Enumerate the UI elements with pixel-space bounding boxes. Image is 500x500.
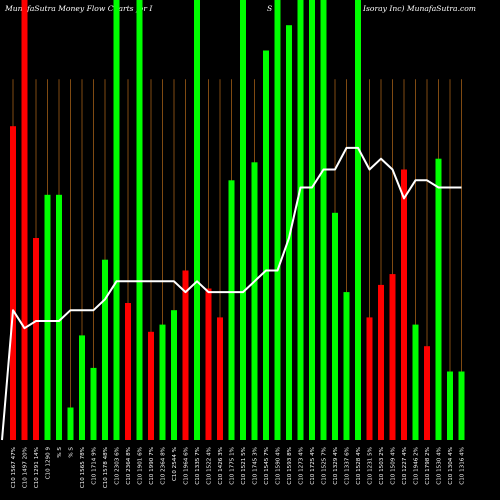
money-flow-bar	[102, 259, 108, 440]
x-axis-label: C10 1567 47%	[11, 447, 17, 488]
money-flow-bar	[205, 288, 212, 440]
x-axis-label: C10 1497 20%	[23, 447, 29, 488]
x-axis-label: C10 1530 4%	[437, 447, 443, 485]
x-axis-label: C10 1565 78%	[80, 447, 86, 488]
x-axis-label: C10 1426 3%	[218, 447, 224, 485]
x-axis-label: C10 1290 9	[46, 447, 52, 480]
money-flow-bar	[378, 284, 384, 440]
chart-title: MunafaSutra Money Flow Charts for I S Is…	[4, 4, 476, 13]
x-axis-label: C10 1593 8%	[287, 447, 293, 485]
money-flow-bar	[435, 158, 442, 440]
money-flow-bar	[332, 212, 338, 440]
money-flow-bar	[125, 303, 131, 440]
x-axis-label: C10 1304 4%	[448, 447, 454, 485]
money-flow-bar	[263, 50, 269, 440]
money-flow-bar	[113, 0, 120, 440]
money-flow-bar	[412, 324, 419, 440]
money-flow-bar	[251, 162, 258, 441]
money-flow-bar	[447, 371, 453, 440]
x-axis-label: C10 1227 4%	[402, 447, 408, 485]
money-flow-bar	[240, 0, 246, 440]
title-middle: S	[267, 4, 272, 13]
x-axis-label: C10 2544 %	[172, 447, 178, 481]
money-flow-bar	[389, 274, 396, 440]
x-axis-label: % S	[69, 447, 75, 458]
x-axis-label: C10 1745 3%	[253, 447, 259, 485]
money-flow-bar	[182, 270, 189, 440]
money-flow-bar	[424, 346, 430, 440]
x-axis-label: C10 1525 7%	[322, 447, 328, 485]
money-flow-bar	[21, 0, 28, 440]
money-flow-bar	[67, 407, 74, 440]
money-flow-bar	[355, 0, 361, 440]
money-flow-bar	[286, 25, 292, 440]
x-axis-label: C10 1273 4%	[299, 447, 305, 485]
x-axis-label: C10 1337 6%	[345, 447, 351, 485]
money-flow-bar	[309, 0, 315, 440]
money-flow-bar	[79, 335, 85, 440]
x-axis-label: C10 2364 8%	[126, 447, 132, 485]
x-axis-label: C10 1329 4%	[333, 447, 339, 485]
money-flow-bar	[136, 0, 143, 440]
x-axis-label: C10 1545 7%	[264, 447, 270, 485]
money-flow-bar	[44, 194, 51, 440]
money-flow-bars	[10, 0, 465, 441]
x-axis-label: C10 1316 4%	[460, 447, 466, 485]
x-axis-label: C10 1725 4%	[310, 447, 316, 485]
x-axis-label: C10 1521 5%	[241, 447, 247, 485]
money-flow-bar	[401, 169, 407, 440]
money-flow-bar	[171, 310, 177, 440]
title-right: Isoray Inc) MunafaSutra.com	[362, 4, 476, 13]
money-flow-bar	[217, 317, 223, 440]
x-axis-label: C10 1798 2%	[425, 447, 431, 485]
x-axis-labels: C10 1567 47% C10 1497 20% C10 1291 14% C10 …	[11, 447, 466, 489]
money-flow-bar	[56, 194, 62, 440]
money-flow-bar	[228, 180, 235, 441]
x-axis-label: C10 1509 4%	[391, 447, 397, 485]
x-axis-label: C10 2303 6%	[115, 447, 121, 485]
x-axis-label: C10 1964 6%	[184, 447, 190, 485]
money-flow-bar	[10, 126, 16, 440]
x-axis-label: C10 1946 2%	[414, 447, 420, 485]
x-axis-label: C10 2364 8%	[161, 447, 167, 485]
x-axis-label: C10 1590 4%	[276, 447, 282, 485]
money-flow-bar	[458, 371, 465, 440]
x-axis-label: C10 1990 7%	[149, 447, 155, 485]
money-flow-bar	[194, 0, 200, 440]
x-axis-label: % S	[57, 447, 63, 458]
x-axis-label: C10 1714 9%	[92, 447, 98, 485]
money-flow-bar	[90, 367, 97, 440]
money-flow-bar	[274, 0, 281, 440]
money-flow-bar	[159, 324, 166, 440]
x-axis-label: C10 1291 14%	[34, 447, 40, 488]
money-flow-bar	[366, 317, 373, 440]
money-flow-bar	[297, 0, 304, 440]
x-axis-label: C10 1231 5%	[368, 447, 374, 485]
x-axis-label: C10 1901 6%	[138, 447, 144, 485]
money-flow-bar	[343, 292, 350, 440]
money-flow-bar	[320, 0, 327, 440]
x-axis-label: C10 1503 2%	[379, 447, 385, 485]
x-axis-label: C10 1335 7%	[195, 447, 201, 485]
money-flow-bar	[33, 238, 39, 440]
x-axis-label: C10 1522 4%	[207, 447, 213, 485]
money-flow-bar	[148, 331, 154, 440]
x-axis-label: C10 1775 1%	[230, 447, 236, 485]
x-axis-label: C10 1578 48%	[103, 447, 109, 488]
x-axis-label: C10 1528 4%	[356, 447, 362, 485]
title-left: MunafaSutra Money Flow Charts for I	[4, 4, 153, 13]
money-flow-line	[1, 146, 462, 441]
